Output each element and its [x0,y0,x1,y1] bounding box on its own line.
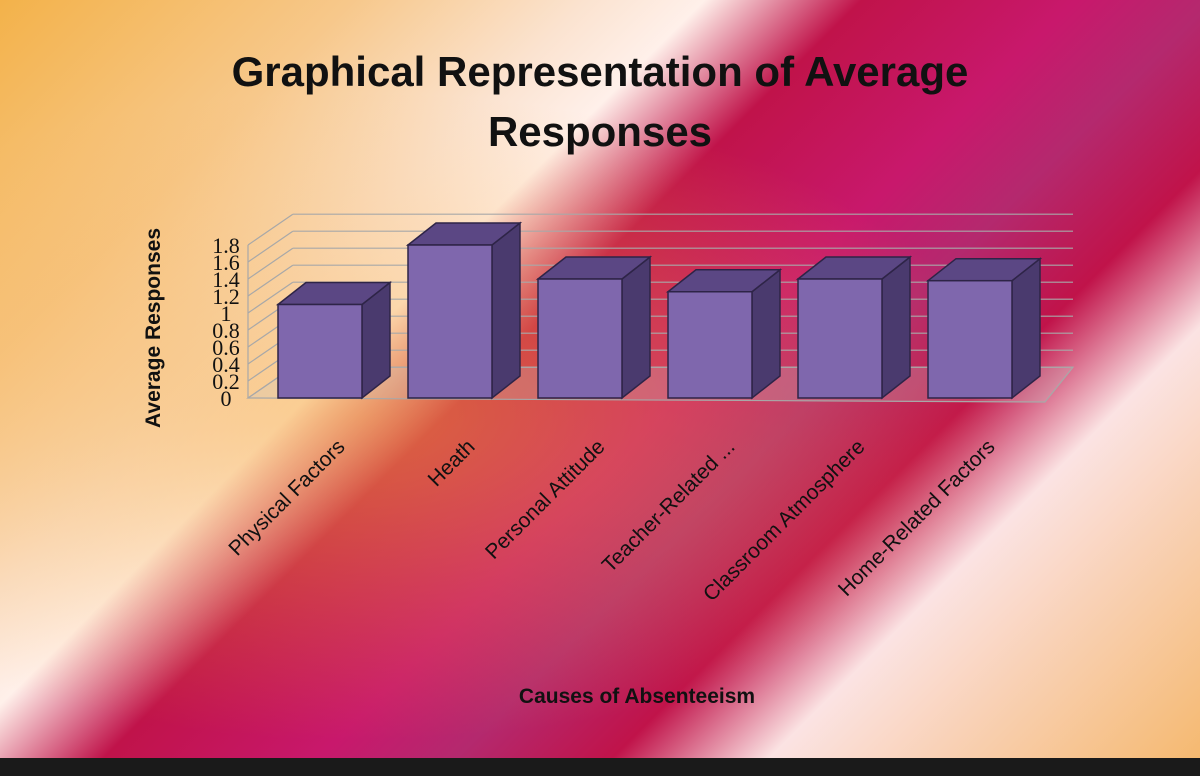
y-tick-label: 1.8 [212,233,240,258]
bar [665,268,783,400]
x-axis-title: Causes of Absenteeism [519,685,755,708]
y-tick-label: 0.4 [212,352,240,377]
bar [795,255,913,400]
y-axis-ticks: 00.20.40.60.811.21.41.61.8 [212,233,240,411]
y-tick-label: 1 [221,301,232,326]
y-tick-label: 1.4 [212,267,240,292]
y-tick-label: 1.2 [212,284,240,309]
bar-front [277,303,363,399]
y-tick-label: 0.6 [212,335,240,360]
x-tick-label: Teacher-Related ... [598,435,740,577]
gridline [247,213,1073,246]
bars [275,221,1043,400]
y-tick-label: 0.2 [212,369,240,394]
x-tick-label: Personal Attitude [481,435,610,564]
bar-side [491,221,521,400]
chart-title-line-2: Responses [488,108,712,155]
bar-side [881,255,911,400]
gridline [247,230,1073,263]
bar [925,257,1043,400]
bar-front [667,291,753,399]
x-tick-label: Heath [424,435,480,491]
bar-side [621,255,651,400]
bar [275,280,393,400]
y-tick-label: 1.6 [212,250,240,275]
bar-front [927,279,1013,399]
y-tick-label: 0.8 [212,318,240,343]
bar [535,255,653,400]
x-tick-label: Physical Factors [224,435,349,560]
bar-front [537,278,623,399]
bar [405,221,523,400]
bar-side [1011,257,1041,400]
x-axis-ticks: Physical Factors Heath Personal AttitudeTe… [224,435,999,606]
bar-front [797,278,883,399]
y-axis-title: Average Responses [142,228,165,428]
chart-title-line-1: Graphical Representation of Average [232,48,969,95]
y-tick-label: 0 [221,386,232,411]
bar-front [407,244,493,399]
